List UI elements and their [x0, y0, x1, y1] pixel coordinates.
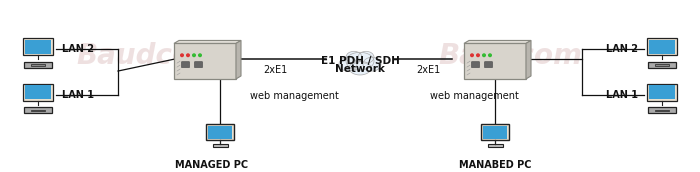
- FancyBboxPatch shape: [648, 107, 676, 114]
- FancyBboxPatch shape: [25, 40, 51, 54]
- FancyBboxPatch shape: [472, 62, 480, 68]
- Circle shape: [470, 54, 473, 57]
- Ellipse shape: [346, 51, 362, 63]
- Ellipse shape: [349, 61, 371, 75]
- Text: web management: web management: [250, 91, 339, 101]
- FancyBboxPatch shape: [206, 124, 234, 140]
- Text: Baudcom: Baudcom: [438, 42, 582, 70]
- Text: LAN 1: LAN 1: [606, 90, 638, 100]
- Polygon shape: [236, 40, 241, 79]
- FancyBboxPatch shape: [654, 64, 669, 66]
- Text: 2xE1: 2xE1: [416, 65, 440, 75]
- Circle shape: [193, 54, 195, 57]
- Circle shape: [181, 54, 183, 57]
- FancyBboxPatch shape: [23, 84, 52, 101]
- FancyBboxPatch shape: [649, 40, 675, 54]
- Ellipse shape: [358, 51, 374, 63]
- FancyBboxPatch shape: [31, 110, 46, 111]
- FancyBboxPatch shape: [31, 64, 46, 66]
- FancyBboxPatch shape: [487, 144, 503, 147]
- Text: web management: web management: [430, 91, 519, 101]
- FancyBboxPatch shape: [181, 62, 190, 68]
- Text: E1 PDH / SDH: E1 PDH / SDH: [321, 56, 400, 66]
- FancyBboxPatch shape: [481, 124, 509, 140]
- Circle shape: [489, 54, 491, 57]
- Polygon shape: [174, 40, 241, 43]
- Text: LAN 2: LAN 2: [606, 44, 638, 54]
- Ellipse shape: [363, 57, 381, 71]
- FancyBboxPatch shape: [195, 62, 202, 68]
- FancyBboxPatch shape: [174, 43, 236, 79]
- FancyBboxPatch shape: [208, 126, 232, 139]
- FancyBboxPatch shape: [654, 110, 669, 111]
- FancyBboxPatch shape: [648, 38, 677, 55]
- Text: MANAGED PC: MANAGED PC: [176, 160, 248, 170]
- FancyBboxPatch shape: [649, 85, 675, 99]
- Polygon shape: [464, 40, 531, 43]
- Ellipse shape: [339, 57, 357, 71]
- Text: LAN 2: LAN 2: [62, 44, 94, 54]
- Polygon shape: [526, 40, 531, 79]
- FancyBboxPatch shape: [23, 38, 52, 55]
- Text: LAN 1: LAN 1: [62, 90, 94, 100]
- FancyBboxPatch shape: [25, 85, 51, 99]
- Text: 2xE1: 2xE1: [263, 65, 288, 75]
- FancyBboxPatch shape: [648, 62, 676, 68]
- Circle shape: [477, 54, 480, 57]
- Circle shape: [483, 54, 485, 57]
- FancyBboxPatch shape: [24, 62, 52, 68]
- Text: MANABED PC: MANABED PC: [458, 160, 531, 170]
- Circle shape: [199, 54, 202, 57]
- FancyBboxPatch shape: [648, 84, 677, 101]
- FancyBboxPatch shape: [483, 126, 507, 139]
- FancyBboxPatch shape: [24, 107, 52, 114]
- FancyBboxPatch shape: [213, 144, 228, 147]
- FancyBboxPatch shape: [484, 62, 493, 68]
- Ellipse shape: [346, 52, 374, 70]
- Text: Network: Network: [335, 64, 385, 74]
- Circle shape: [187, 54, 189, 57]
- FancyBboxPatch shape: [464, 43, 526, 79]
- Text: Baudcom: Baudcom: [76, 42, 220, 70]
